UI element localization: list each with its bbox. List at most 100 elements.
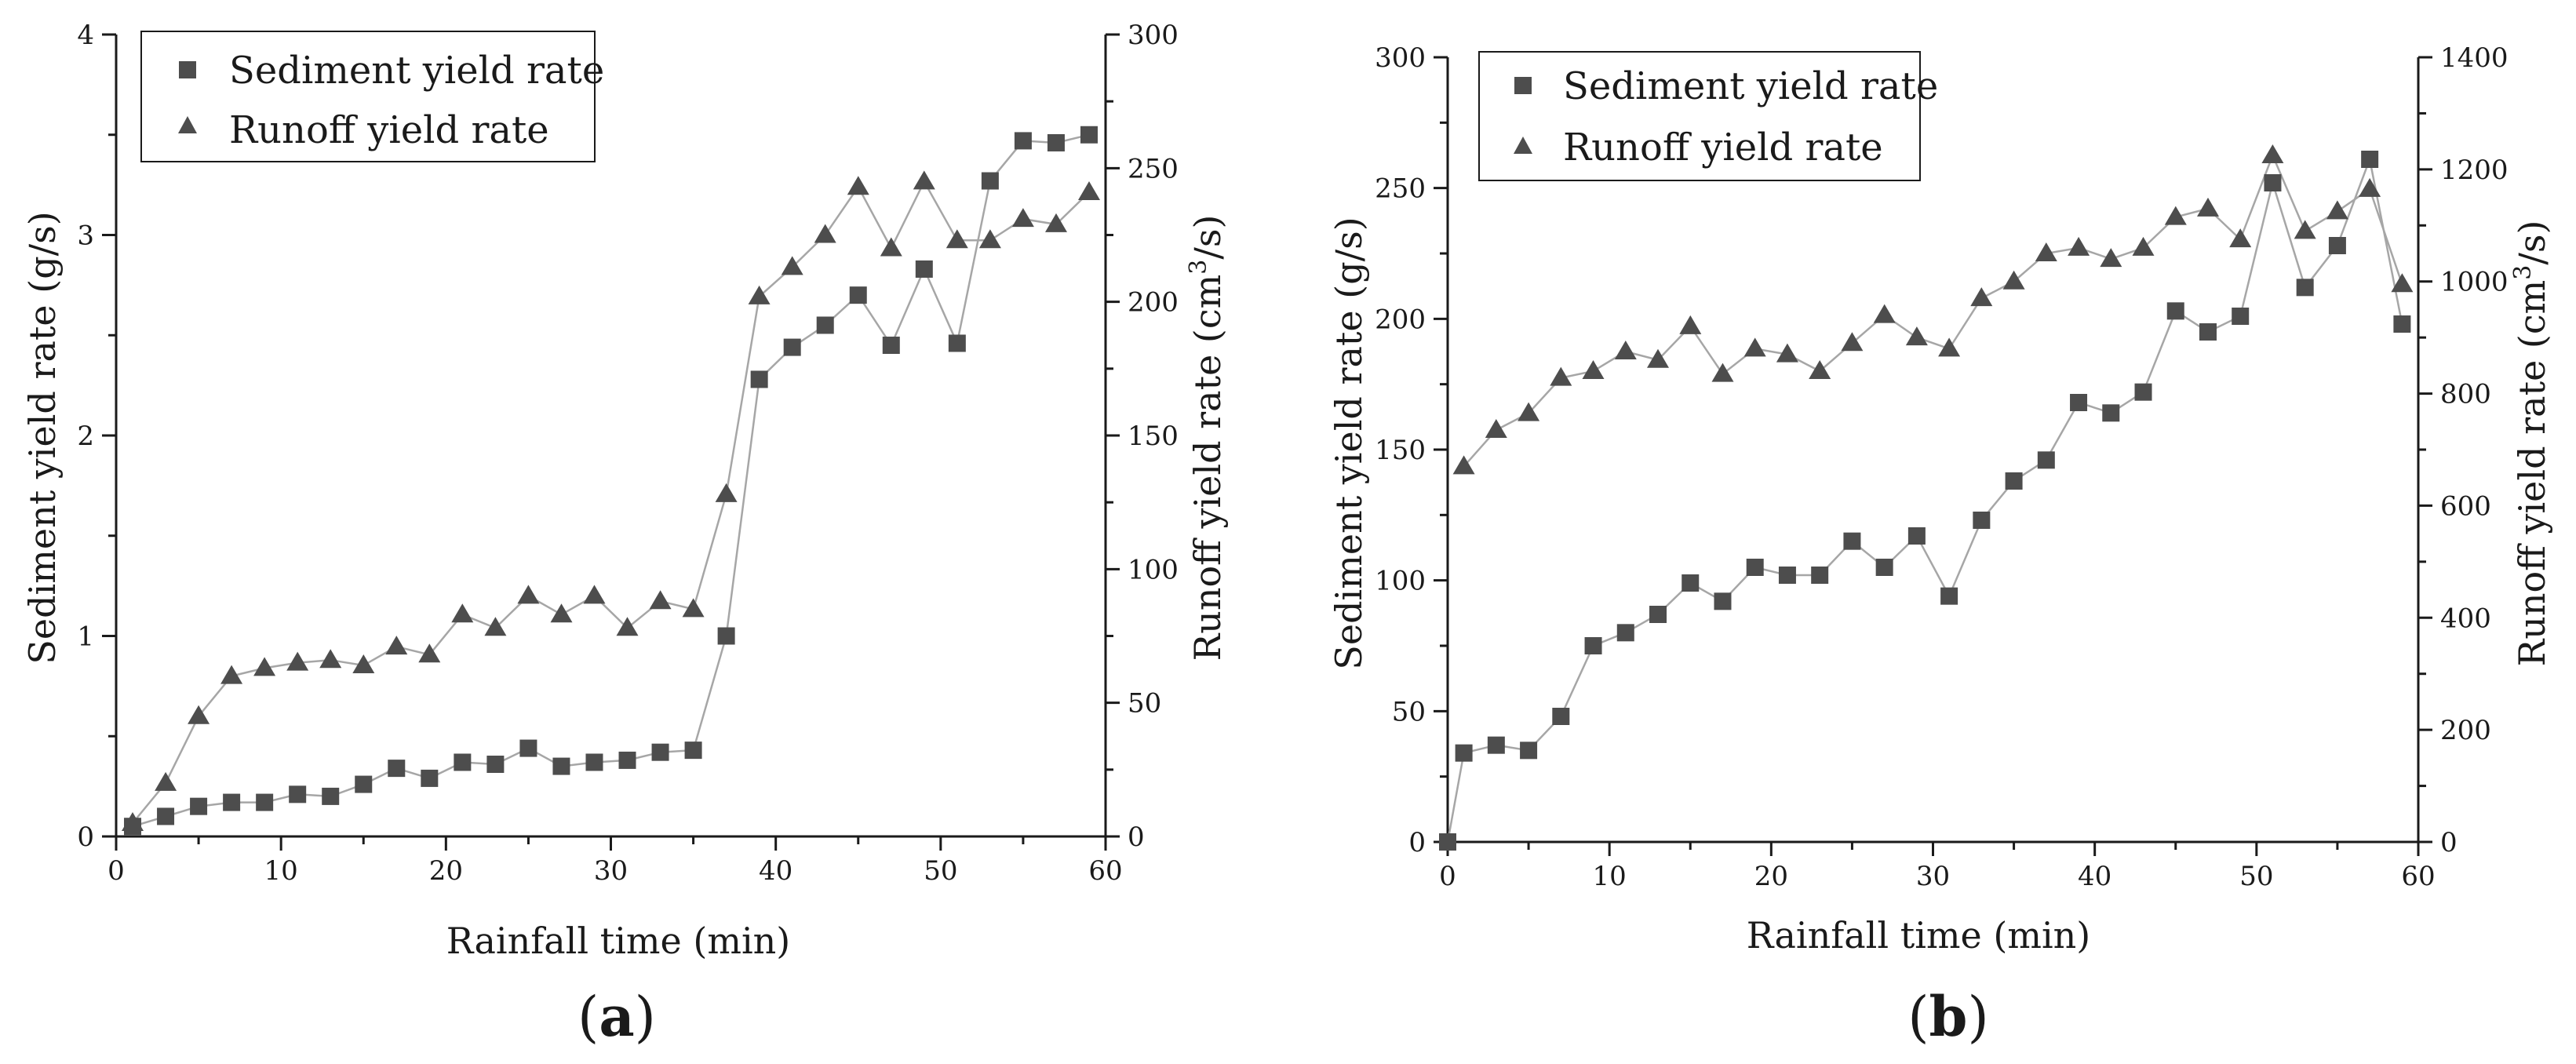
panel-b-y-tick-label: 300 <box>1375 42 1426 74</box>
panel-b-y2-tick-label: 1400 <box>2440 42 2509 74</box>
panel-b-axes: 0 10 20 30 40 50 60050100150200250300020040060… <box>1375 42 2508 892</box>
panel-b-legend-square-icon <box>1514 77 1532 94</box>
panel-a-runoff-point <box>583 585 606 604</box>
panel-a-runoff-point <box>616 617 639 636</box>
panel-b-sediment-point <box>2264 174 2282 191</box>
panel-b-y2-axis-title: Runoff yield rate (cm3/s) <box>2509 220 2553 667</box>
panel-a-runoff-point <box>484 617 507 636</box>
panel-b-x-tick-label: 0 <box>1439 861 1456 892</box>
panel-b-x-tick-label: 10 <box>1593 861 1627 892</box>
panel-b-runoff-point <box>2294 220 2316 239</box>
panel-a-sediment-point <box>717 627 735 645</box>
panel-a-runoff-point <box>253 657 276 676</box>
panel-b-runoff-point <box>2326 200 2348 220</box>
panel-b-runoff-point <box>1841 332 1864 352</box>
panel-a-runoff-point <box>286 651 309 671</box>
panel-b-sediment-point <box>1714 592 1732 610</box>
panel-b-y-tick-label: 250 <box>1375 173 1426 205</box>
panel-b-sediment-point <box>1649 606 1667 623</box>
panel-b-sediment-line <box>1446 155 2403 843</box>
panel-b-sediment-point <box>1552 708 1570 725</box>
panel-b-sediment-point <box>2361 151 2379 168</box>
panel-b-sediment-point <box>1778 567 1796 584</box>
panel-b-runoff-point <box>1485 419 1507 438</box>
panel-b-sediment-point <box>1616 624 1634 642</box>
panel-a-legend-sediment: Sediment yield rate <box>229 49 604 93</box>
panel-b-series-lines <box>1446 152 2403 843</box>
panel-b-x-tick-label: 40 <box>2078 861 2111 892</box>
panel-b-sediment-point <box>2199 323 2217 341</box>
panel-a-x-tick-label: 30 <box>594 855 628 887</box>
panel-b-sediment-point <box>1746 559 1764 576</box>
panel-a-runoff-point <box>385 636 408 655</box>
panel-b-runoff-point <box>2229 228 2252 248</box>
panel-b-runoff-point <box>1679 315 1702 334</box>
panel-b-runoff-point <box>2359 177 2381 197</box>
panel-a-y2-tick-label: 100 <box>1128 554 1179 585</box>
panel-b-sediment-point <box>2393 315 2411 333</box>
panel-a-sediment-point <box>190 797 208 815</box>
panel-b-sediment-point <box>2037 451 2055 469</box>
panel-b-runoff-point <box>1970 287 1993 307</box>
panel-b-y-tick-label: 200 <box>1375 304 1426 335</box>
panel-a-legend-runoff: Runoff yield rate <box>229 108 549 152</box>
panel-b-sediment-point <box>1940 587 1958 605</box>
panel-a-sediment-point <box>486 756 505 774</box>
panel-a-sediment-point <box>256 793 274 811</box>
panel-b-sediment-point <box>2166 302 2184 320</box>
panel-a-x-tick-label: 50 <box>924 855 957 887</box>
panel-b-sediment-point <box>1875 559 1893 576</box>
panel-a-sediment-point <box>849 286 867 304</box>
panel-b-sediment-point <box>2232 308 2250 325</box>
panel-a-runoff-line <box>132 179 1090 824</box>
panel-b-legend-box <box>1478 51 1921 181</box>
panel-b-x-axis-title: Rainfall time (min) <box>1747 914 2090 957</box>
panel-b-y-tick-label: 50 <box>1392 696 1426 727</box>
panel-a-runoff-point <box>1078 181 1100 200</box>
panel-b-runoff-point <box>2002 270 2025 290</box>
panel-a-data-marks <box>122 126 1100 836</box>
panel-b-sediment-point <box>2296 279 2314 297</box>
panel-b-runoff-point <box>1647 348 1669 368</box>
panel-a-runoff-point <box>352 654 375 673</box>
panel-a-sediment-point <box>1014 132 1032 150</box>
panel-a-sediment-point <box>519 739 537 757</box>
panel-b-runoff-point <box>1550 366 1572 386</box>
panel-a-runoff-point <box>550 603 573 623</box>
panel-a-runoff-point <box>418 643 441 663</box>
panel-a-y-tick-label: 0 <box>77 822 94 853</box>
panel-b-x-tick-label: 60 <box>2401 861 2435 892</box>
panel-a-x-tick-label: 40 <box>759 855 792 887</box>
panel-a-x-tick-label: 20 <box>429 855 463 887</box>
panel-a-runoff-point <box>155 771 177 791</box>
panel-a-sediment-point <box>355 775 373 793</box>
panel-b-y-tick-label: 150 <box>1375 435 1426 466</box>
panel-b-runoff-line <box>1463 152 2403 468</box>
panel-a-legend-triangle-icon <box>178 116 197 133</box>
panel-a-y2-tick-label: 250 <box>1128 153 1179 184</box>
panel-a-x-tick-label: 0 <box>107 855 125 887</box>
panel-b-x-tick-label: 20 <box>1754 861 1788 892</box>
panel-a-x-tick-label: 60 <box>1088 855 1122 887</box>
panel-b-y2-tick-label: 1000 <box>2440 267 2509 298</box>
panel-a-runoff-point <box>122 812 144 831</box>
panel-a-sediment-point <box>1047 133 1065 151</box>
panel-a-sediment-point <box>981 172 999 190</box>
panel-b-runoff-point <box>1518 402 1540 421</box>
panel-b-x-tick-label: 30 <box>1916 861 1950 892</box>
panel-b-y-axis-title: Sediment yield rate (g/s) <box>1328 217 1370 669</box>
panel-a-sediment-point <box>289 785 307 803</box>
panel-a-y-tick-label: 4 <box>77 20 94 51</box>
panel-b-sediment-point <box>1584 637 1602 654</box>
panel-a-y2-tick-label: 0 <box>1128 822 1145 853</box>
panel-b-y-tick-label: 100 <box>1375 566 1426 597</box>
panel-b-legend: Sediment yield rate Runoff yield rate <box>1478 51 1938 181</box>
panel-a-runoff-point <box>1045 213 1067 232</box>
panel-b-runoff-point <box>2100 248 2122 268</box>
panel-a-sediment-point <box>223 793 241 811</box>
panel-a-runoff-point <box>946 229 968 249</box>
panel-b-sediment-point <box>2328 237 2346 254</box>
panel-a-y2-tick-label: 50 <box>1128 688 1161 720</box>
panel-a-y-axis-title: Sediment yield rate (g/s) <box>21 211 64 664</box>
panel-a-runoff-point <box>451 603 474 623</box>
